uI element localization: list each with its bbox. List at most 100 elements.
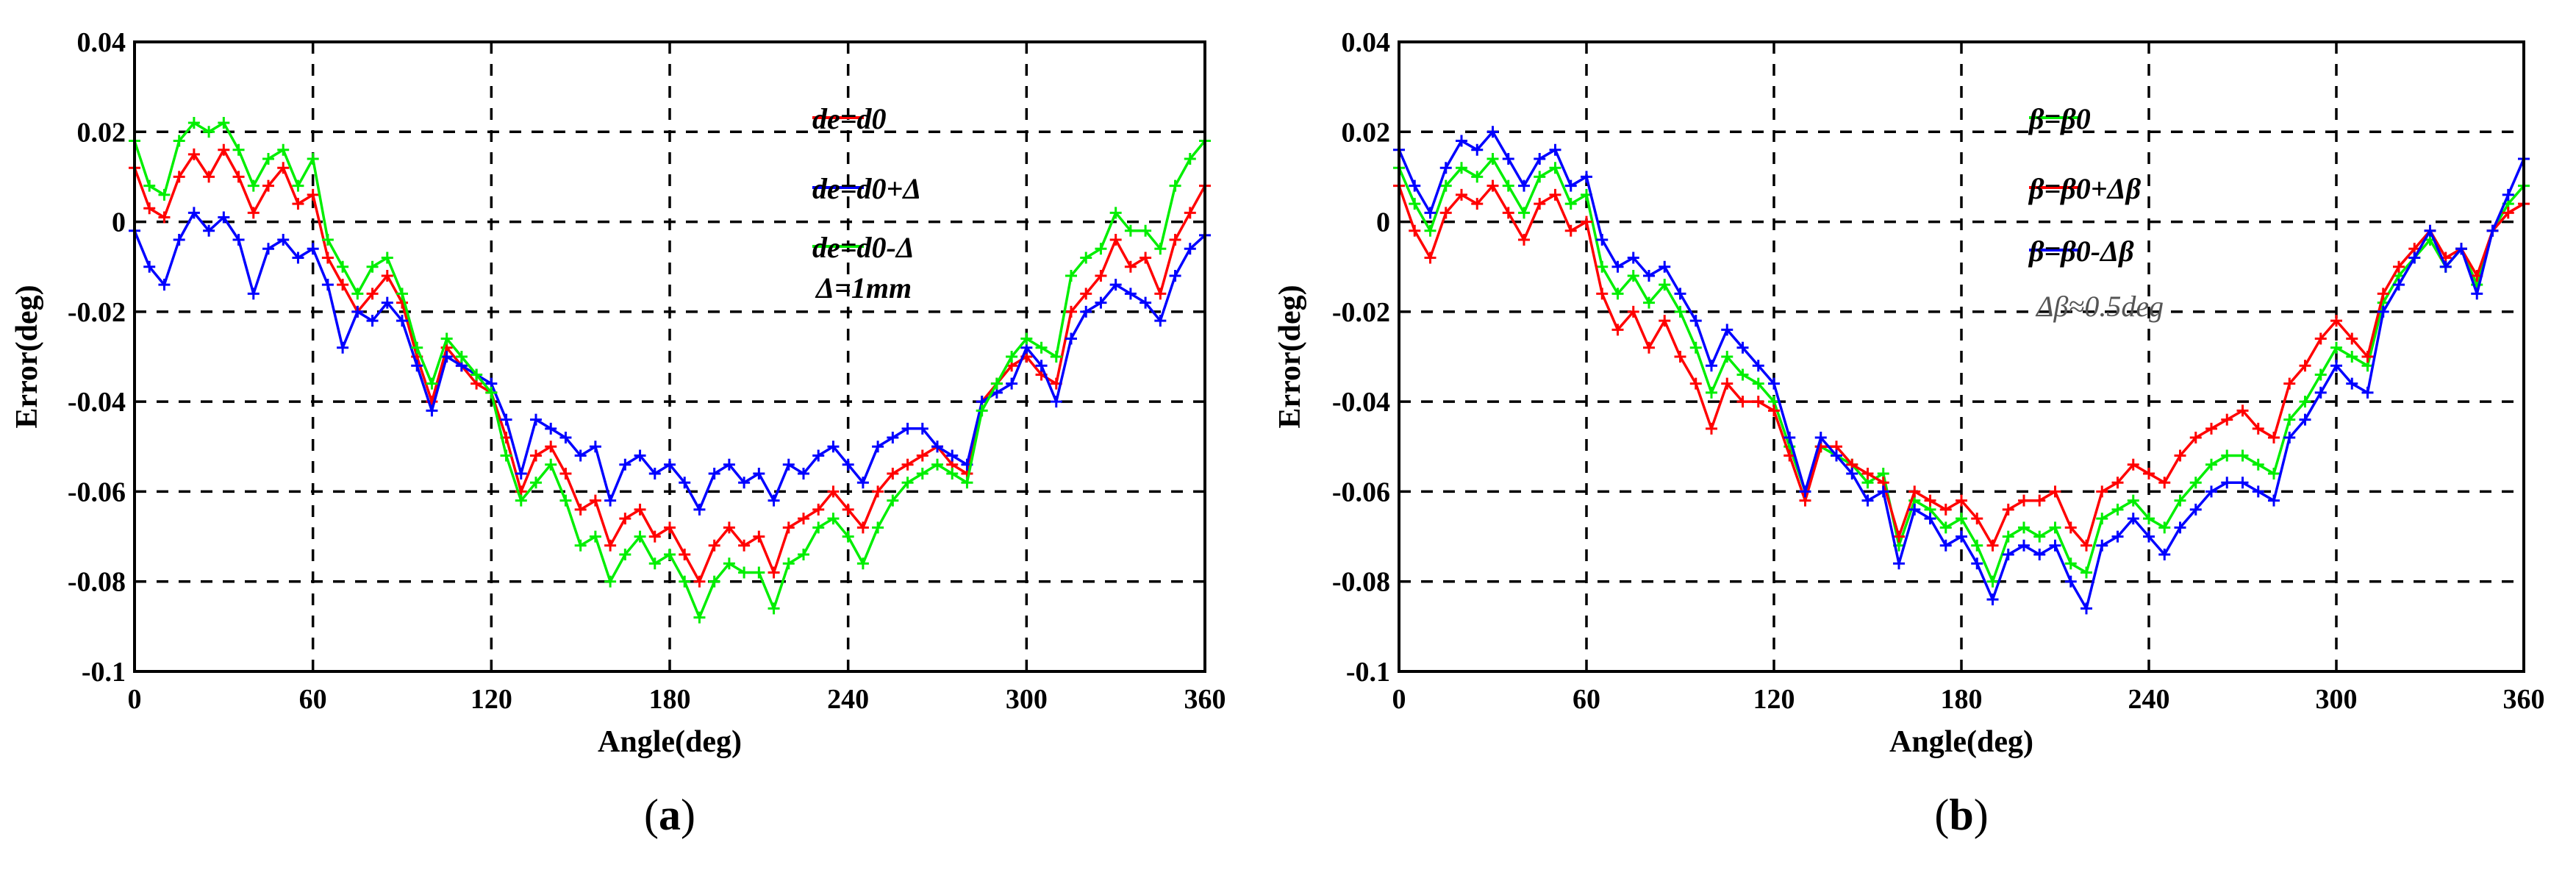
data-point-marker (2330, 341, 2342, 354)
data-point-marker (648, 557, 661, 570)
y-tick-label: 0.02 (1342, 117, 1391, 148)
data-point-marker (559, 432, 572, 444)
data-point-marker (634, 530, 646, 543)
data-point-marker (679, 575, 691, 588)
data-point-marker (1596, 234, 1609, 246)
data-point-marker (1706, 386, 1717, 399)
data-point-marker (187, 207, 200, 219)
data-point-marker (232, 234, 245, 246)
data-point-marker (203, 224, 215, 237)
x-tick-label: 300 (1006, 684, 1048, 715)
tick-layer: 0 60 120 180 240 300 360 -0.1 -0.08 -0.06 -0.04 -0.… (68, 27, 1226, 715)
data-point-marker (1924, 513, 1936, 525)
grid-lines (1399, 42, 2524, 671)
data-point-marker (1006, 351, 1018, 363)
data-point-marker (1169, 234, 1181, 246)
legend-text-beta0-minus: β=β0-Δβ (2028, 235, 2134, 268)
data-point-marker (1659, 315, 1671, 327)
data-point-marker (2096, 485, 2108, 498)
data-point-marker (1154, 288, 1167, 300)
data-point-marker (2314, 386, 2327, 399)
grid-lines (135, 42, 1205, 671)
data-point-marker (1846, 467, 1858, 479)
data-point-marker (1643, 269, 1655, 282)
data-point-marker (321, 234, 334, 246)
data-point-marker (2299, 360, 2311, 372)
data-point-marker (2049, 539, 2061, 552)
data-point-marker (708, 467, 720, 479)
data-point-marker (1971, 513, 1983, 525)
data-point-marker (381, 269, 393, 282)
chart-panel-b: 0 60 120 180 240 300 360 -0.1 -0.08 -0.06 -0.04 -0.… (1273, 27, 2545, 839)
data-point-marker (1643, 296, 1655, 309)
data-point-marker (440, 332, 453, 345)
data-point-marker (2299, 396, 2311, 408)
data-point-marker (1050, 351, 1062, 363)
data-point-marker (1674, 351, 1686, 363)
data-point-marker (2393, 279, 2405, 291)
data-point-marker (1706, 422, 1717, 435)
data-point-marker (2221, 413, 2233, 426)
data-point-marker (1736, 396, 1749, 408)
data-point-marker (1986, 593, 1999, 606)
data-point-marker (916, 422, 929, 435)
data-point-marker (187, 148, 200, 160)
data-point-marker (2314, 368, 2327, 381)
data-point-marker (1877, 485, 1889, 498)
data-point-marker (782, 521, 795, 534)
data-point-marker (1893, 557, 1905, 570)
data-point-marker (1581, 171, 1592, 183)
data-point-marker (1424, 207, 1437, 219)
panel-label-a-letter: a (659, 791, 681, 839)
data-point-marker (2346, 351, 2358, 363)
legend: β=β0 β=β0+Δβ β=β0-Δβ Δβ≈0.5deg (2028, 102, 2164, 323)
data-point-marker (530, 413, 542, 426)
data-point-marker (1956, 530, 1967, 543)
data-point-marker (1534, 171, 1546, 183)
data-point-marker (1424, 252, 1437, 264)
data-point-marker (1659, 279, 1671, 291)
x-tick-label: 180 (1941, 684, 1983, 715)
data-point-marker (2252, 458, 2264, 471)
panel-label-a-close: ) (681, 791, 695, 839)
data-point-marker (2174, 494, 2186, 507)
series-1 (1393, 152, 2530, 588)
x-tick-label: 360 (1184, 684, 1226, 715)
data-point-marker (292, 179, 304, 192)
data-point-marker (1549, 143, 1561, 156)
data-point-marker (2064, 557, 2077, 570)
data-point-marker (1456, 188, 1467, 201)
data-point-marker (1065, 305, 1077, 318)
data-point-marker (664, 521, 676, 534)
data-point-marker (1956, 494, 1967, 507)
x-axis-label: Angle(deg) (598, 725, 742, 759)
y-tick-label: 0.04 (77, 27, 126, 58)
data-point-marker (1518, 179, 1530, 192)
data-point-marker (2033, 494, 2046, 507)
data-point-marker (812, 503, 825, 516)
data-point-marker (1659, 260, 1671, 273)
data-point-marker (634, 449, 646, 462)
data-point-marker (1752, 396, 1764, 408)
data-point-marker (426, 404, 438, 417)
data-point-marker (1080, 288, 1092, 300)
data-point-marker (2361, 386, 2374, 399)
data-point-marker (2330, 360, 2342, 372)
data-point-marker (901, 477, 914, 489)
x-tick-label: 60 (1573, 684, 1600, 715)
data-point-marker (2111, 530, 2124, 543)
data-point-marker (232, 171, 245, 183)
data-point-marker (2299, 413, 2311, 426)
data-point-marker (738, 539, 751, 552)
data-point-marker (1154, 243, 1167, 255)
data-point-marker (2221, 477, 2233, 489)
data-point-marker (1456, 135, 1467, 147)
data-point-marker (2002, 549, 2014, 561)
series-layer (1393, 126, 2530, 615)
data-point-marker (1596, 288, 1609, 300)
data-point-marker (1799, 485, 1811, 498)
data-point-marker (812, 449, 825, 462)
data-point-marker (1721, 324, 1734, 336)
data-point-marker (1861, 494, 1874, 507)
data-point-marker (203, 171, 215, 183)
